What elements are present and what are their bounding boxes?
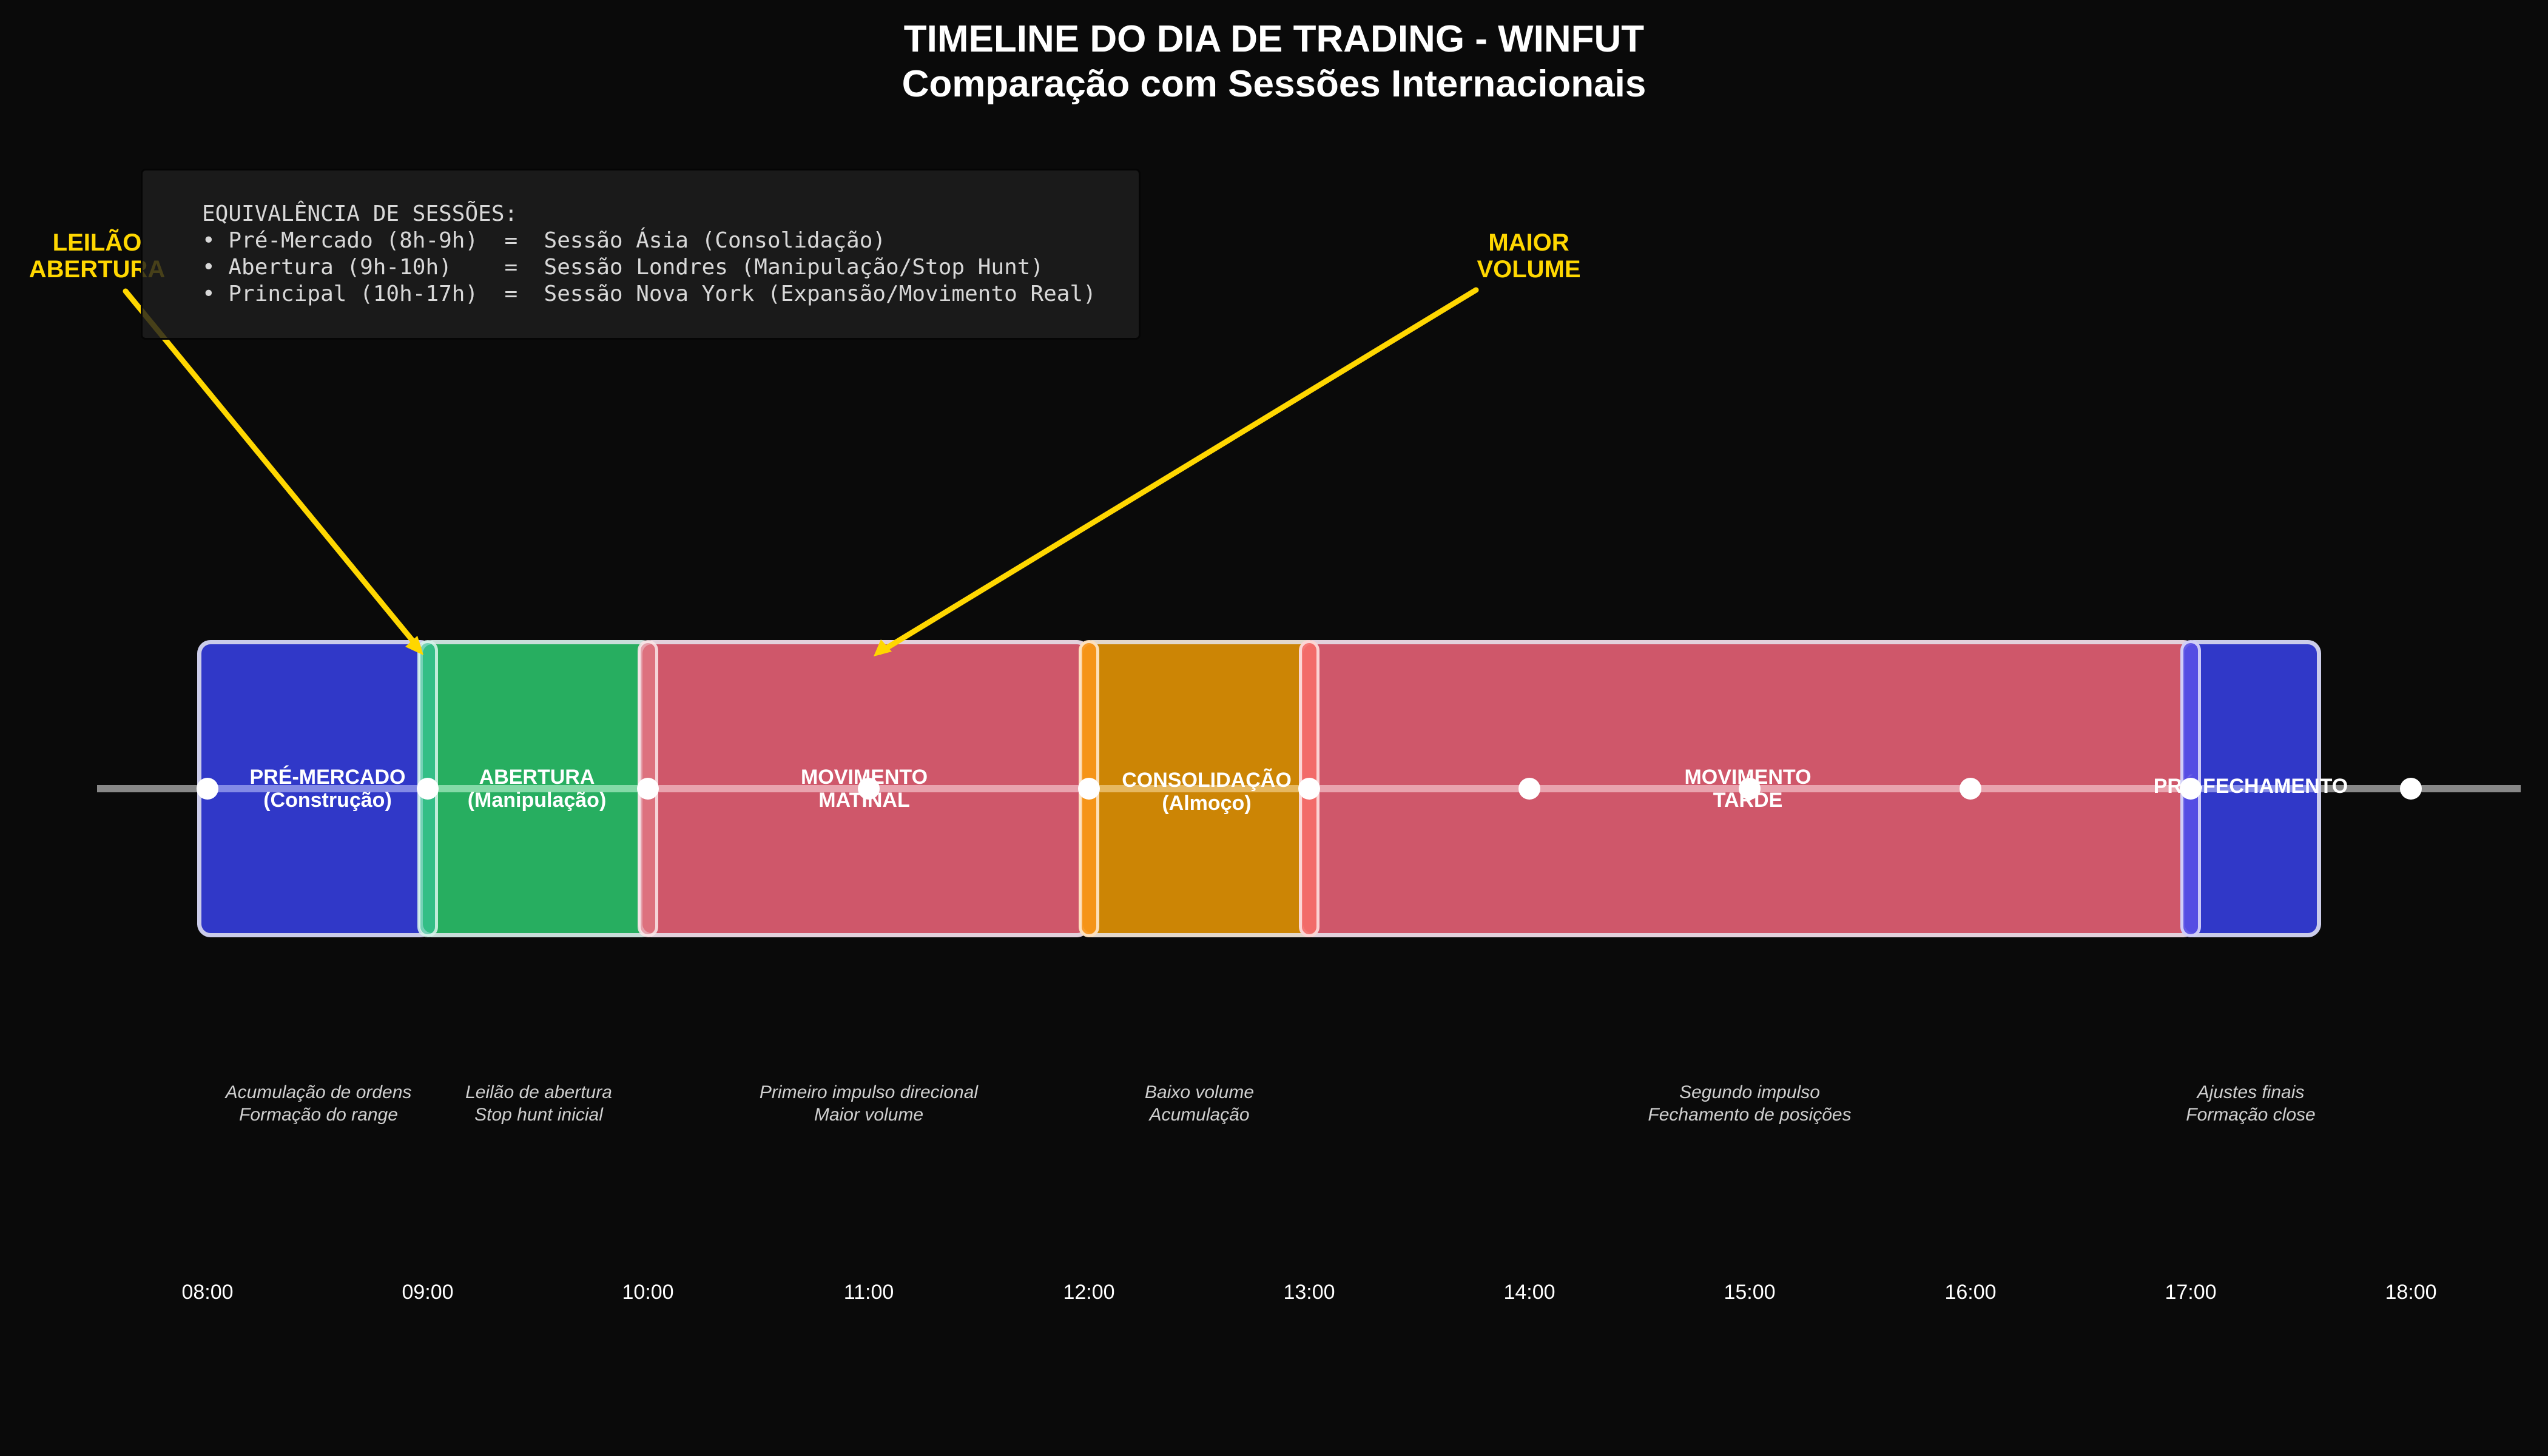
session-equivalence-box: EQUIVALÊNCIA DE SESSÕES: • Pré-Mercado (… bbox=[141, 169, 1141, 340]
segment-description: Leilão de abertura Stop hunt inicial bbox=[465, 1082, 612, 1125]
hour-marker-1400 bbox=[1518, 778, 1540, 800]
time-label: 13:00 bbox=[1283, 1281, 1335, 1304]
time-label: 17:00 bbox=[2165, 1281, 2217, 1304]
hour-marker-1300 bbox=[1298, 778, 1320, 800]
info-heading: EQUIVALÊNCIA DE SESSÕES: bbox=[202, 201, 518, 226]
segment-label: PRÉ-MERCADO (Construção) bbox=[249, 766, 406, 812]
time-label: 18:00 bbox=[2385, 1281, 2437, 1304]
time-label: 08:00 bbox=[181, 1281, 234, 1304]
hour-marker-1200 bbox=[1078, 778, 1100, 800]
time-label: 15:00 bbox=[1724, 1281, 1776, 1304]
time-label: 16:00 bbox=[1944, 1281, 1997, 1304]
segment-label: ABERTURA (Manipulação) bbox=[467, 766, 607, 812]
hour-marker-1800 bbox=[2400, 778, 2422, 800]
timeline-overlay bbox=[201, 785, 430, 792]
hour-marker-1000 bbox=[637, 778, 659, 800]
segment-description: Acumulação de ordens Formação do range bbox=[225, 1082, 412, 1125]
timeline-overlay bbox=[2185, 785, 2317, 792]
callout-maior-volume: MAIOR VOLUME bbox=[1477, 229, 1581, 283]
hour-marker-1600 bbox=[1960, 778, 1981, 800]
segment-label: CONSOLIDAÇÃO (Almoço) bbox=[1122, 769, 1292, 815]
segment-pre-fechamento-label: PRÉ-FECHAMENTO bbox=[2123, 640, 2378, 937]
time-label: 14:00 bbox=[1503, 1281, 1555, 1304]
time-label: 12:00 bbox=[1063, 1281, 1115, 1304]
arrow-maior-volume bbox=[877, 287, 1479, 655]
info-line-asia: • Pré-Mercado (8h-9h) = Sessão Ásia (Con… bbox=[202, 228, 886, 253]
segment-description: Baixo volume Acumulação bbox=[1144, 1082, 1255, 1125]
hour-marker-1700 bbox=[2180, 778, 2202, 800]
info-line-londres: • Abertura (9h-10h) = Sessão Londres (Ma… bbox=[202, 255, 1044, 280]
time-label: 09:00 bbox=[402, 1281, 454, 1304]
hour-marker-1500 bbox=[1739, 778, 1761, 800]
hour-marker-0800 bbox=[197, 778, 218, 800]
timeline-overlay bbox=[1083, 785, 1317, 792]
segment-description: Ajustes finais Formação close bbox=[2186, 1082, 2316, 1125]
hour-marker-1100 bbox=[858, 778, 880, 800]
chart-subtitle: Comparação com Sessões Internacionais bbox=[902, 63, 1646, 105]
segment-label: PRÉ-FECHAMENTO bbox=[2153, 775, 2348, 798]
segment-description: Segundo impulso Fechamento de posições bbox=[1648, 1082, 1852, 1125]
chart-title: TIMELINE DO DIA DE TRADING - WINFUT bbox=[903, 18, 1645, 60]
arrow-leilao-abertura bbox=[123, 288, 422, 651]
time-label: 11:00 bbox=[843, 1281, 894, 1304]
timeline-overlay bbox=[423, 785, 651, 792]
segment-consolidacao: CONSOLIDAÇÃO (Almoço) bbox=[1079, 640, 1321, 937]
hour-marker-0900 bbox=[417, 778, 439, 800]
session-equivalence-text: EQUIVALÊNCIA DE SESSÕES: • Pré-Mercado (… bbox=[202, 201, 1096, 308]
time-label: 10:00 bbox=[622, 1281, 674, 1304]
segment-description: Primeiro impulso direcional Maior volume bbox=[759, 1082, 979, 1125]
segment-pre-mercado: PRÉ-MERCADO (Construção) bbox=[197, 640, 434, 937]
segment-abertura: ABERTURA (Manipulação) bbox=[419, 640, 655, 937]
info-line-nova-york: • Principal (10h-17h) = Sessão Nova York… bbox=[202, 281, 1096, 306]
